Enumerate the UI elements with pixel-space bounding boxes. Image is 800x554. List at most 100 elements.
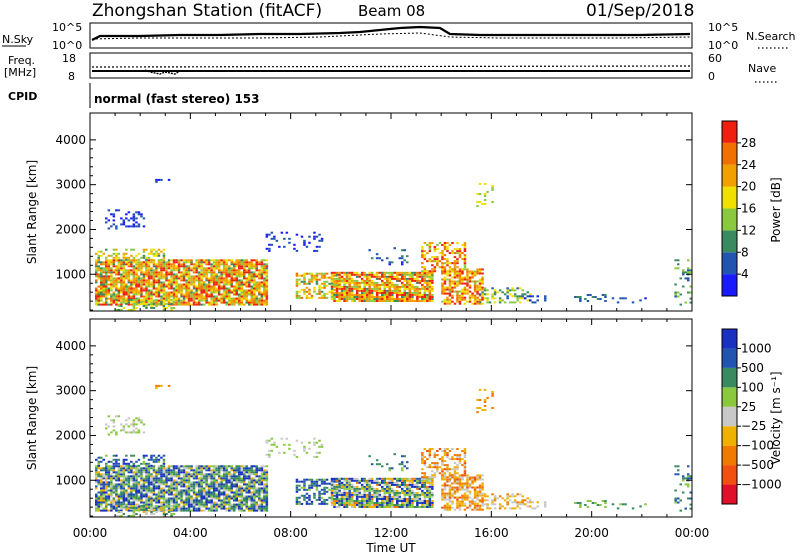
data-cell	[150, 301, 153, 304]
data-cell	[105, 487, 108, 490]
data-cell	[162, 289, 166, 292]
data-cell	[308, 296, 311, 299]
data-cell	[145, 307, 148, 309]
data-cell	[250, 491, 253, 494]
data-cell	[396, 506, 399, 508]
colorbar-cell	[722, 142, 737, 165]
data-cell	[233, 301, 236, 304]
data-cell	[222, 295, 226, 298]
data-cell	[413, 289, 417, 292]
data-cell	[190, 473, 193, 476]
data-cell	[145, 287, 148, 290]
data-cell	[463, 288, 467, 291]
data-cell	[343, 493, 346, 496]
data-cell	[453, 262, 457, 265]
data-cell	[406, 504, 409, 506]
data-cell	[97, 269, 100, 272]
data-cell	[508, 293, 512, 296]
data-cell	[187, 477, 191, 480]
data-cell	[463, 266, 467, 269]
data-cell	[167, 285, 171, 288]
data-cell	[162, 511, 166, 513]
data-cell	[192, 487, 196, 490]
data-cell	[95, 469, 98, 472]
data-cell	[95, 477, 98, 480]
data-cell	[122, 256, 126, 259]
data-cell	[381, 283, 384, 286]
data-cell	[238, 301, 241, 304]
data-cell	[416, 271, 419, 274]
data-cell	[458, 282, 462, 285]
data-cell	[388, 491, 391, 494]
data-cell	[117, 509, 121, 512]
data-cell	[192, 269, 196, 272]
data-cell	[368, 489, 371, 492]
data-cell	[195, 293, 198, 296]
data-cell	[283, 443, 286, 446]
data-cell	[391, 275, 394, 278]
data-cell	[408, 498, 412, 500]
data-cell	[210, 293, 213, 296]
data-cell	[375, 477, 379, 480]
data-cell	[315, 484, 319, 487]
data-cell	[187, 283, 191, 286]
data-cell	[386, 296, 389, 298]
data-cell	[476, 284, 479, 287]
data-cell	[210, 483, 213, 486]
data-cell	[255, 259, 258, 262]
data-cell	[586, 300, 590, 302]
data-cell	[298, 282, 301, 285]
data-cell	[350, 477, 354, 480]
data-cell	[95, 279, 98, 282]
data-cell	[142, 423, 146, 426]
data-cell	[398, 506, 401, 508]
data-cell	[177, 495, 181, 498]
data-cell	[388, 281, 391, 284]
data-cell	[228, 507, 231, 510]
data-cell	[142, 477, 146, 480]
data-cell	[105, 509, 108, 512]
data-cell	[112, 256, 116, 259]
data-cell	[122, 298, 126, 301]
data-cell	[383, 491, 386, 494]
data-cell	[318, 490, 321, 493]
data-cell	[245, 291, 248, 294]
data-cell	[466, 300, 469, 303]
data-cell	[318, 451, 321, 454]
data-cell	[97, 293, 100, 296]
data-cell	[481, 294, 484, 297]
data-cell	[403, 273, 406, 276]
data-cell	[182, 271, 186, 274]
data-cell	[375, 253, 379, 256]
data-cell	[105, 263, 108, 266]
data-cell	[222, 507, 226, 510]
data-cell	[373, 275, 376, 278]
data-cell	[315, 441, 319, 444]
data-cell	[220, 493, 223, 496]
data-cell	[195, 473, 198, 476]
data-cell	[375, 283, 379, 286]
data-cell	[117, 515, 121, 517]
data-cell	[225, 267, 228, 270]
data-cell	[207, 261, 211, 264]
data-cell	[117, 261, 121, 264]
data-cell	[217, 477, 221, 480]
data-cell	[175, 297, 178, 300]
data-cell	[177, 303, 181, 306]
data-cell	[453, 266, 457, 269]
data-cell	[115, 483, 118, 486]
data-cell	[165, 275, 168, 278]
data-cell	[250, 469, 253, 472]
data-cell	[102, 483, 105, 486]
data-cell	[142, 493, 146, 496]
data-cell	[338, 500, 341, 502]
data-cell	[408, 477, 412, 480]
data-cell	[228, 299, 231, 302]
data-cell	[107, 489, 111, 492]
data-cell	[127, 265, 131, 268]
data-cell	[456, 290, 459, 293]
data-cell	[147, 259, 151, 262]
data-cell	[308, 278, 311, 281]
data-cell	[152, 487, 156, 490]
data-cell	[110, 281, 113, 284]
